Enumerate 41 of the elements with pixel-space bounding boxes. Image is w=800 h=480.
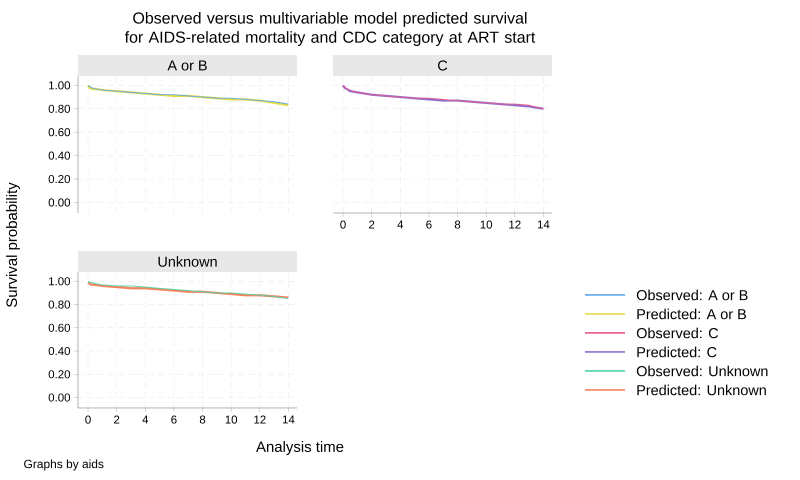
x-tick-label: 8 <box>200 416 206 424</box>
y-tick-label: 1.00 <box>49 81 70 90</box>
x-tick-label: 4 <box>142 416 148 424</box>
x-tick-label: 12 <box>254 416 266 424</box>
chart-title: Unknown <box>158 256 217 267</box>
y-tick-label: 0.60 <box>48 128 70 136</box>
x-tick-label: 6 <box>171 416 177 424</box>
legend-label: Predicted: A or B <box>637 308 746 320</box>
legend-label: Observed: A or B <box>636 290 748 300</box>
y-tick-label: 0.00 <box>48 198 70 206</box>
y-tick-label: 0.20 <box>48 174 70 184</box>
legend-label: Predicted: C <box>637 346 716 358</box>
x-tick-label: 10 <box>226 416 238 424</box>
x-tick-label: 4 <box>397 220 404 228</box>
y-axis-title: Survival probability <box>6 182 20 308</box>
y-tick-label: 0.80 <box>48 300 70 309</box>
text: Observed versus multivariable model predicted survival for AIDS-related mortality and CDC category at ART start <box>124 12 536 46</box>
x-axis-title: Analysis time <box>256 441 344 455</box>
x-tick-label: 2 <box>114 416 120 424</box>
x-tick-label: 6 <box>426 220 432 229</box>
legend-label: Observed: Unknown <box>636 366 768 376</box>
x-tick-label: 12 <box>509 220 521 229</box>
text: Graphs by aids <box>24 459 104 471</box>
legend-label: Observed: C <box>636 328 718 338</box>
chart-title: C <box>438 60 448 71</box>
y-tick-label: 0.40 <box>48 152 70 160</box>
x-tick-label: 14 <box>538 220 550 228</box>
chart-title: A or B <box>167 60 207 71</box>
x-tick-label: 0 <box>85 416 91 424</box>
legend-label: Predicted: Unknown <box>637 384 766 396</box>
y-tick-label: 0.00 <box>48 393 70 402</box>
x-tick-label: 8 <box>454 220 460 229</box>
x-tick-label: 14 <box>282 416 294 424</box>
y-tick-label: 0.20 <box>48 370 70 378</box>
x-tick-label: 2 <box>369 220 374 229</box>
y-tick-label: 0.40 <box>48 346 70 356</box>
y-tick-label: 0.80 <box>48 104 70 113</box>
y-tick-label: 0.60 <box>48 324 70 332</box>
x-tick-label: 10 <box>480 220 492 229</box>
x-tick-label: 0 <box>340 220 346 229</box>
y-tick-label: 1.00 <box>49 277 70 286</box>
